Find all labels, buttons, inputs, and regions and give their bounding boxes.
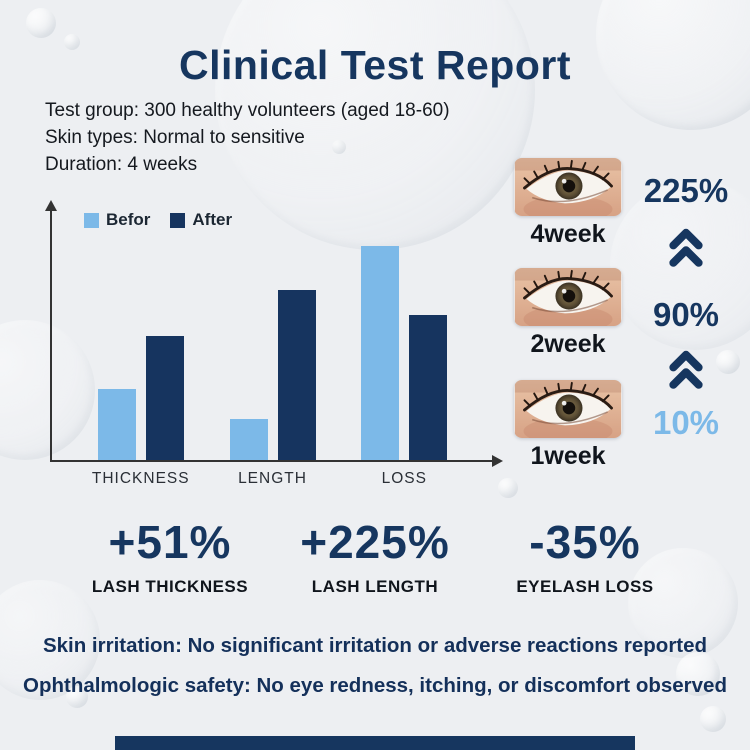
week-label-4week: 4week [530, 220, 606, 248]
footer-skin-irritation: Skin irritation: No significant irritati… [42, 634, 708, 657]
stat-value: +225% [300, 516, 450, 568]
legend-item-after: After [170, 210, 232, 230]
test-info: Test group: 300 healthy volunteers (aged… [45, 97, 450, 178]
bubble-decoration [26, 8, 56, 38]
stat-lash-length: +225% LASH LENGTH [260, 515, 490, 597]
chart-legend: Befor After [84, 210, 232, 230]
eye-illustration [514, 268, 622, 326]
info-line-duration: Duration: 4 weeks [45, 154, 198, 175]
bar-chart: Befor After THICKNESS LENGTH LOSS [38, 200, 508, 490]
stat-label: LASH LENGTH [311, 577, 439, 596]
percent-2week: 90% [652, 296, 720, 333]
chevron-double-up-icon [630, 226, 742, 273]
eye-illustration [514, 158, 622, 216]
y-axis-arrow-icon [45, 200, 57, 211]
bar-befor-loss [361, 246, 400, 460]
y-axis [50, 210, 52, 462]
bubble-decoration [700, 706, 726, 732]
x-axis [50, 460, 494, 462]
eye-illustration [514, 380, 622, 438]
footer-ophthalmologic-safety: Ophthalmologic safety: No eye redness, i… [23, 674, 727, 697]
eye-photo-4week [514, 158, 622, 216]
info-line-test-group: Test group: 300 healthy volunteers (aged… [45, 100, 450, 121]
bar-befor-thickness [97, 388, 136, 460]
eye-photo-1week [514, 380, 622, 438]
percent-4week: 225% [643, 172, 729, 209]
bar-after-length [277, 289, 316, 460]
stat-eyelash-loss: -35% EYELASH LOSS [470, 515, 700, 597]
bar-plot: THICKNESS LENGTH LOSS [52, 230, 493, 487]
page-title: Clinical Test Report [179, 42, 571, 88]
bar-after-loss [409, 315, 448, 460]
week-label-2week: 2week [530, 330, 606, 358]
stat-value: -35% [529, 516, 641, 568]
percent-1week: 10% [652, 404, 720, 441]
stat-label: LASH THICKNESS [91, 577, 249, 596]
x-axis-label-thickness: THICKNESS [91, 470, 190, 487]
x-axis-label-loss: LOSS [381, 470, 427, 487]
week-label-1week: 1week [530, 442, 606, 470]
stat-label: EYELASH LOSS [516, 577, 654, 596]
bottom-accent-bar [115, 736, 635, 750]
bar-after-thickness [145, 335, 184, 460]
legend-swatch-after [170, 212, 186, 228]
info-line-skin-types: Skin types: Normal to sensitive [45, 127, 305, 148]
x-axis-label-length: LENGTH [238, 470, 307, 487]
legend-label: After [192, 210, 233, 229]
stat-lash-thickness: +51% LASH THICKNESS [55, 515, 285, 597]
x-axis-arrow-icon [492, 455, 503, 467]
bar-group-loss: LOSS [361, 230, 448, 487]
legend-label: Befor [106, 210, 151, 229]
chevron-double-up-icon [630, 348, 742, 395]
legend-item-befor: Befor [84, 210, 150, 230]
legend-swatch-befor [84, 212, 99, 228]
eye-photo-2week [514, 268, 622, 326]
bar-group-thickness: THICKNESS [92, 230, 189, 487]
stat-value: +51% [108, 516, 232, 568]
bar-befor-length [229, 418, 268, 460]
bar-group-length: LENGTH [229, 230, 316, 487]
